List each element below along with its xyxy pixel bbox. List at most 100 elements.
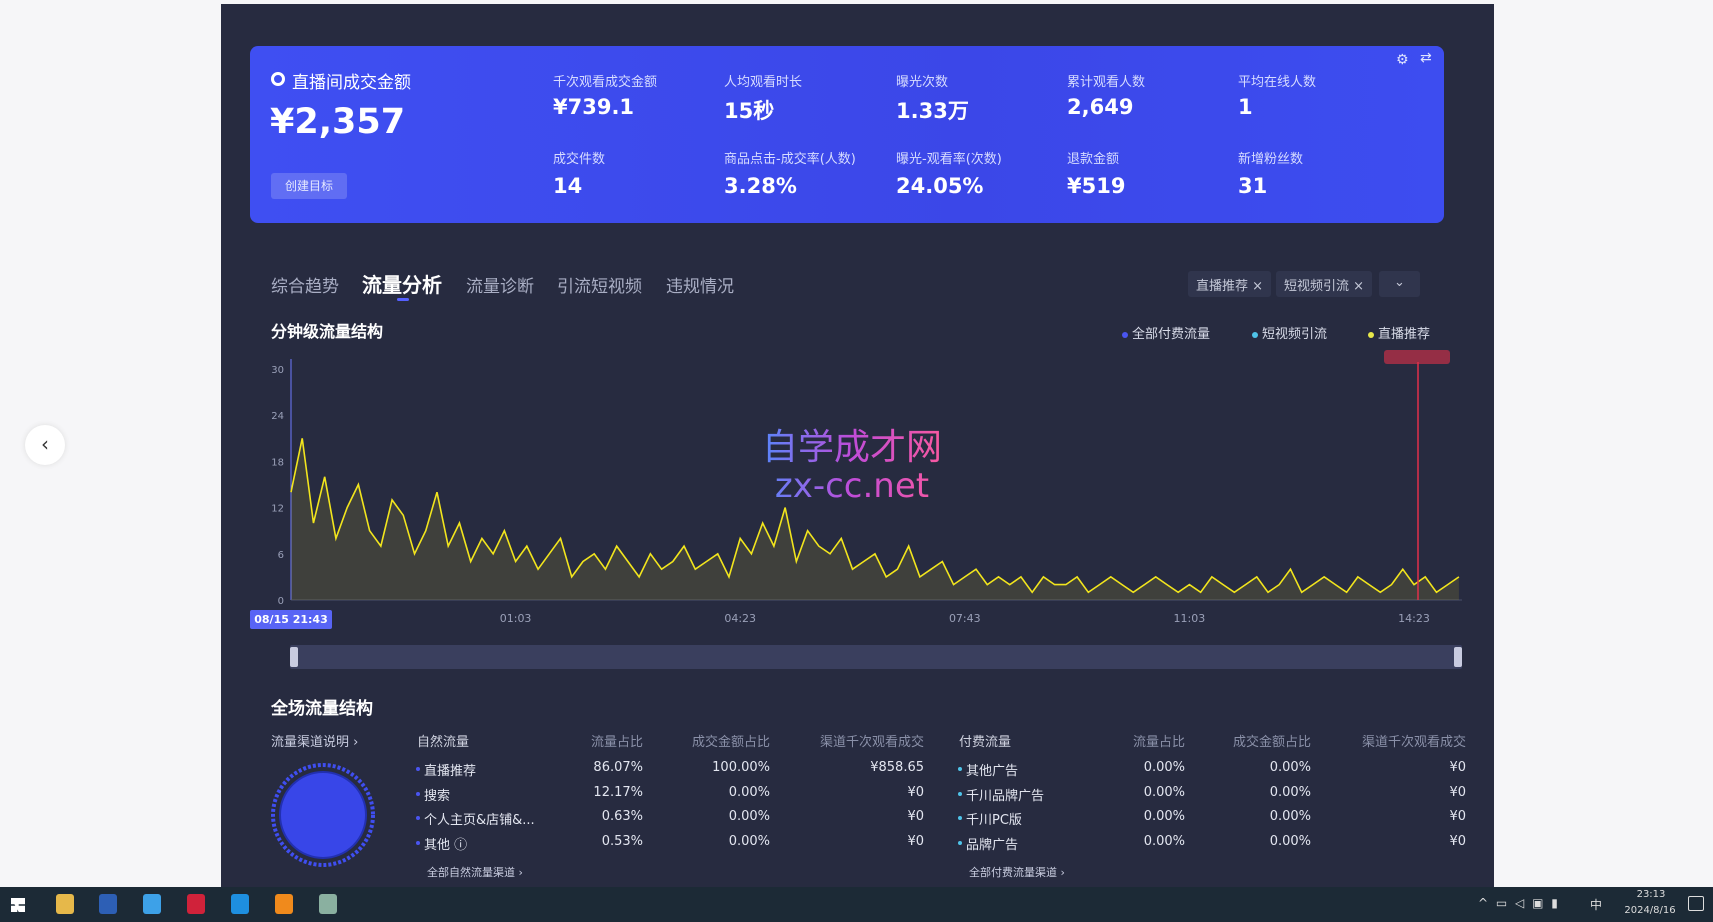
paid-header: 流量占比 [1132,735,1185,750]
natural-all-channels-link[interactable]: 全部自然流量渠道 › [427,866,523,879]
tab-0[interactable]: 综合趋势 [271,277,339,297]
ime-indicator[interactable]: 中 [1590,898,1603,912]
metric-value: 15秒 [724,99,775,123]
watermark-logo: 自学成才网 zx-cc.net [752,418,952,506]
traffic-line-chart: 0 6 12 18 24 30 01:03 04:23 07:43 11:03 14:23 [271,350,1462,625]
legend-label: 短视频引流 [1262,327,1328,342]
app-arrow-icon[interactable] [231,894,249,914]
metric-label: 人均观看时长 [724,75,803,90]
paid-cell[interactable]: 品牌广告 [966,838,1019,853]
x-tick-label: 11:03 [1174,612,1206,625]
x-tick-label: 07:43 [949,612,981,625]
filter-chip-short-video[interactable]: 短视频引流 × [1276,271,1373,297]
natural-cell: ¥0 [907,809,924,824]
chevron-left-icon: ‹ [41,432,49,456]
tab-4[interactable]: 违规情况 [666,277,734,297]
paid-all-channels-link[interactable]: 全部付费流量渠道 › [969,866,1065,879]
tab-active-underline [397,298,409,301]
start-icon[interactable] [11,898,25,912]
watermark-line2: zx-cc.net [752,466,952,506]
y-tick-label: 6 [278,550,284,561]
create-goal-button[interactable]: 创建目标 [271,173,347,199]
metric-value: 3.28% [724,174,797,198]
y-tick-label: 30 [271,365,284,376]
notification-icon[interactable] [1688,896,1704,911]
natural-cell: 0.00% [728,785,770,800]
natural-cell: 12.17% [593,785,643,800]
natural-header: 自然流量 [417,735,470,750]
paid-cell: 0.00% [1143,834,1185,849]
natural-cell[interactable]: 直播推荐 [424,764,477,779]
paid-cell[interactable]: 千川PC版 [966,813,1022,828]
channel-dot-icon [958,792,962,796]
paid-cell[interactable]: 千川品牌广告 [966,789,1045,804]
paid-cell[interactable]: 其他广告 [966,764,1019,779]
paid-cell: 0.00% [1143,760,1185,775]
metric-value: 2,649 [1067,95,1134,119]
overview-card: 直播间成交金额 ¥2,357 创建目标 ⚙ ⇄ 千次观看成交金额 ¥739.1 人均… [250,46,1444,223]
metric-value: 24.05% [896,174,984,198]
paid-cell: ¥0 [1449,834,1466,849]
paid-cell: ¥0 [1449,760,1466,775]
swap-icon[interactable]: ⇄ [1420,50,1432,66]
natural-header: 流量占比 [590,735,643,750]
clock-time[interactable]: 23:13 [1636,889,1666,900]
app-blue-icon[interactable] [143,894,161,914]
filter-dropdown[interactable]: ⌄ [1379,271,1420,297]
legend-dot-icon [1368,331,1374,338]
paid-header: 成交金额占比 [1232,735,1311,750]
natural-cell[interactable]: 搜索 [424,789,451,804]
metric-label: 累计观看人数 [1067,75,1146,90]
back-arrow-button[interactable]: ‹ [25,425,65,465]
channel-dot-icon [416,767,420,771]
metric-value: 14 [553,174,583,198]
channel-dot-icon [416,841,420,845]
series-line-live-recommend [290,438,1460,594]
x-tick-label: 14:23 [1398,612,1430,625]
natural-cell[interactable]: 个人主页&店铺&... [424,813,535,828]
natural-cell: ¥0 [907,785,924,800]
paid-header: 渠道千次观看成交 [1361,735,1466,750]
filter-chip-live-recommend[interactable]: 直播推荐 × [1188,271,1272,297]
legend-item[interactable]: 直播推荐 [1368,323,1430,342]
natural-cell: 0.63% [601,809,643,824]
x-tick-label: 01:03 [500,612,532,625]
metric-value: ¥739.1 [553,95,635,119]
app-red-icon[interactable] [187,894,205,914]
overview-title: 直播间成交金额 [292,73,411,93]
tab-1[interactable]: 流量分析 [362,273,442,297]
legend-dot-icon [1122,331,1128,338]
settings-icon[interactable]: ⚙ [1396,52,1409,68]
tray-icons[interactable]: ^ ▭ ◁ ▣ ▮ [1478,896,1560,910]
natural-cell: ¥0 [907,834,924,849]
channel-help-link[interactable]: 流量渠道说明 › [271,735,359,750]
file-explorer-icon[interactable] [56,894,74,914]
range-handle-left[interactable] [290,647,298,667]
tab-2[interactable]: 流量诊断 [466,277,534,297]
channel-dot-icon [958,767,962,771]
y-tick-label: 18 [271,457,284,468]
channel-dot-icon [958,816,962,820]
structure-title: 全场流量结构 [271,699,373,719]
y-tick-label: 24 [271,411,284,422]
clock-date[interactable]: 2024/8/16 [1624,905,1676,916]
range-scrollbar[interactable] [290,645,1462,669]
channel-dot-icon [416,792,420,796]
paid-cell: 0.00% [1143,809,1185,824]
metric-value: 31 [1238,174,1268,198]
natural-header: 渠道千次观看成交 [819,735,924,750]
app-l-icon[interactable] [99,894,117,914]
legend-item[interactable]: 全部付费流量 [1122,323,1210,342]
app-orange-icon[interactable] [275,894,293,914]
metric-label: 成交件数 [553,152,606,167]
paid-cell: 0.00% [1269,785,1311,800]
tab-3[interactable]: 引流短视频 [557,277,642,297]
range-handle-right[interactable] [1454,647,1462,667]
legend-dot-icon [1252,331,1258,338]
legend-item[interactable]: 短视频引流 [1252,323,1327,342]
gmv-value: ¥2,357 [270,102,406,142]
natural-cell[interactable]: 其他 ⓘ [424,838,468,853]
metric-value: ¥519 [1067,174,1126,198]
info-pin-icon [271,72,285,86]
app-pen-icon[interactable] [319,894,337,914]
